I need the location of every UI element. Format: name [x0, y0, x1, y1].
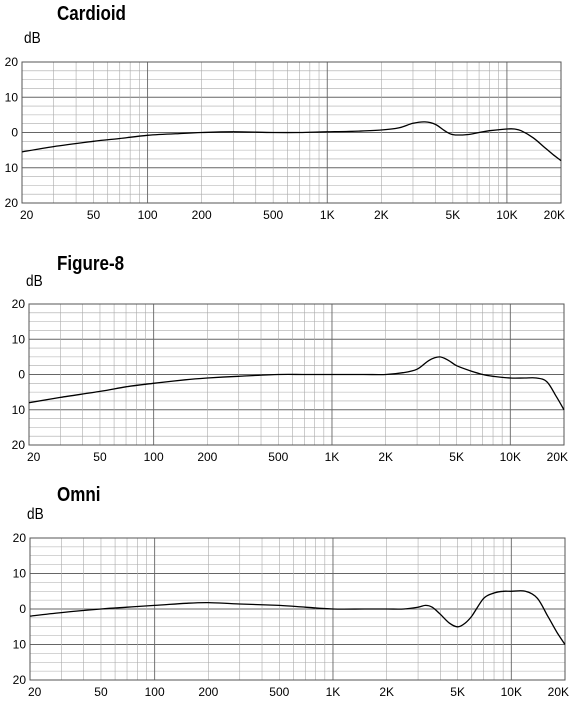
plot-frame: [21, 61, 562, 204]
x-tick-label: 50: [93, 450, 107, 464]
response-curve: [21, 121, 562, 162]
y-tick-label: 20: [13, 531, 27, 545]
x-tick-label: 20K: [544, 208, 565, 222]
x-tick-label: 100: [145, 685, 165, 699]
chart-panel-cardioid: Cardioid dB 20 10 0 10 20 20 50 100 200 500 1K 2K 5K…: [0, 0, 569, 235]
x-tick-label: 20: [28, 685, 42, 699]
x-tick-label: 200: [198, 685, 218, 699]
x-tick-label: 2K: [374, 208, 389, 222]
x-tick-label: 1K: [326, 685, 341, 699]
chart-title: Omni: [57, 484, 101, 506]
chart-title: Cardioid: [57, 3, 126, 25]
x-tick-label: 500: [263, 208, 283, 222]
y-tick-label: 10: [12, 332, 26, 346]
x-tick-label: 20K: [547, 450, 568, 464]
y-tick-label: 20: [13, 673, 27, 687]
x-tick-label: 100: [138, 208, 158, 222]
y-tick-label: 10: [13, 638, 27, 652]
y-axis-label: dB: [27, 506, 44, 523]
y-axis-label: dB: [26, 273, 43, 290]
y-tick-label: 20: [12, 297, 26, 311]
y-tick-label: 0: [19, 602, 26, 616]
x-tick-label: 20: [27, 450, 41, 464]
x-tick-label: 2K: [378, 450, 393, 464]
x-tick-label: 500: [269, 685, 289, 699]
y-tick-label: 10: [5, 161, 19, 175]
x-tick-label: 1K: [325, 450, 340, 464]
x-tick-label: 100: [144, 450, 164, 464]
plot-frame: [29, 537, 566, 681]
x-tick-label: 500: [268, 450, 288, 464]
x-tick-label: 5K: [449, 450, 464, 464]
y-tick-label: 20: [5, 55, 19, 69]
y-tick-label: 0: [11, 126, 18, 140]
y-tick-label: 20: [12, 438, 26, 452]
x-tick-label: 10K: [501, 685, 522, 699]
x-tick-label: 1K: [320, 208, 335, 222]
plot-frame: [28, 303, 565, 446]
response-curve: [29, 590, 566, 645]
x-tick-label: 200: [197, 450, 217, 464]
x-tick-label: 10K: [500, 450, 521, 464]
x-tick-label: 200: [192, 208, 212, 222]
y-tick-label: 10: [13, 567, 27, 581]
y-tick-label: 10: [12, 403, 26, 417]
response-curve: [28, 356, 565, 411]
y-tick-label: 10: [5, 90, 19, 104]
y-tick-label: 20: [5, 196, 19, 210]
x-tick-label: 10K: [496, 208, 517, 222]
x-tick-label: 50: [94, 685, 108, 699]
x-tick-label: 50: [87, 208, 101, 222]
y-tick-label: 0: [18, 368, 25, 382]
y-axis-label: dB: [24, 30, 41, 47]
x-tick-label: 20: [20, 208, 34, 222]
chart-panel-figure-8: Figure-8 dB 20 10 0 10 20 20 50 100 200 500 1K 2K 5K…: [0, 235, 569, 470]
x-tick-label: 5K: [450, 685, 465, 699]
x-tick-label: 2K: [379, 685, 394, 699]
chart-title: Figure-8: [57, 253, 125, 275]
x-tick-label: 20K: [548, 685, 569, 699]
x-tick-label: 5K: [445, 208, 460, 222]
chart-panel-omni: Omni dB 20 10 0 10 20 20 50 100 200 500 1K 2K 5K 10K 2…: [0, 470, 569, 705]
